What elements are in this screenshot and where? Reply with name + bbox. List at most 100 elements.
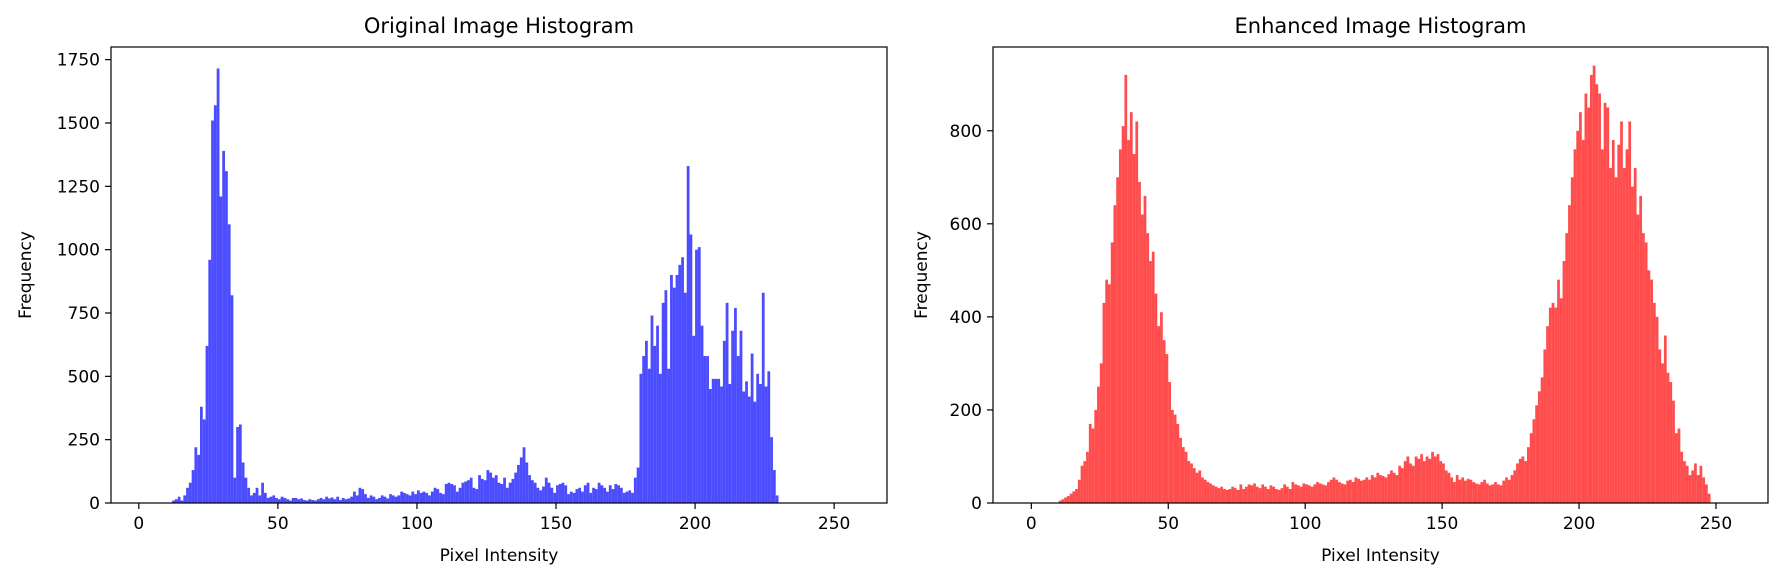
enhanced-bar xyxy=(1286,486,1289,503)
enhanced-y-tick-label: 600 xyxy=(950,215,982,235)
enhanced-bar xyxy=(1332,477,1336,503)
enhanced-x-tick-label: 150 xyxy=(1426,514,1458,534)
original-y-tick-label: 250 xyxy=(68,431,100,451)
original-y-tick-label: 1250 xyxy=(57,177,100,197)
enhanced-bar xyxy=(1702,477,1706,503)
original-bar xyxy=(355,495,359,503)
original-x-tick-label: 250 xyxy=(818,514,850,534)
enhanced-x-tick-label: 100 xyxy=(1289,514,1321,534)
original-bar xyxy=(711,378,715,503)
enhanced-bar xyxy=(1590,74,1593,504)
original-bar xyxy=(597,482,601,503)
original-bar xyxy=(453,485,456,503)
enhanced-bar xyxy=(1307,485,1311,503)
enhanced-bar xyxy=(1088,423,1092,503)
enhanced-bar xyxy=(1666,372,1670,503)
original-x-tick-label: 150 xyxy=(540,514,572,534)
enhanced-bar xyxy=(1403,461,1407,503)
enhanced-bar xyxy=(1266,489,1270,503)
original-bar xyxy=(172,500,175,503)
enhanced-bar xyxy=(1529,433,1533,503)
original-bar xyxy=(194,447,198,503)
enhanced-bar xyxy=(1603,102,1607,503)
enhanced-bar xyxy=(1674,433,1678,503)
enhanced-bar xyxy=(1450,477,1454,503)
original-bar xyxy=(177,496,181,503)
original-bar xyxy=(622,492,626,503)
enhanced-bar xyxy=(1214,486,1218,503)
original-bar xyxy=(697,247,701,503)
original-bar xyxy=(255,487,259,503)
enhanced-bar xyxy=(1559,298,1563,503)
original-bar xyxy=(575,489,579,503)
enhanced-bar xyxy=(1327,482,1330,503)
original-bar xyxy=(397,495,401,503)
chart-enhanced-histogram: 0 50 100 150 200 250 0 200 400 600 800 Enhanced Im… xyxy=(912,14,1769,566)
enhanced-bar xyxy=(1502,480,1506,503)
original-bar xyxy=(447,482,451,503)
original-y-tick-label: 1500 xyxy=(57,114,100,134)
original-bar xyxy=(483,480,487,503)
enhanced-bar xyxy=(1220,486,1224,503)
original-bar xyxy=(494,475,498,503)
original-bar xyxy=(658,373,662,503)
original-bar xyxy=(400,491,404,503)
original-bar xyxy=(208,259,212,503)
original-bar xyxy=(706,356,709,503)
original-bar xyxy=(486,470,490,503)
original-bar xyxy=(572,492,576,503)
original-bar xyxy=(200,406,203,503)
enhanced-bar xyxy=(1233,488,1237,503)
enhanced-bar xyxy=(1647,270,1651,503)
original-bar xyxy=(372,496,376,503)
original-x-tick-label: 50 xyxy=(267,514,289,534)
original-bar xyxy=(461,482,465,503)
original-bar xyxy=(180,500,184,503)
original-bar xyxy=(258,495,262,503)
enhanced-bar xyxy=(1488,485,1492,503)
original-bar xyxy=(275,497,278,503)
enhanced-x-tick-label: 200 xyxy=(1563,514,1595,534)
enhanced-bar xyxy=(1461,477,1465,503)
enhanced-bar xyxy=(1694,463,1697,503)
original-bar xyxy=(478,475,481,503)
enhanced-bar xyxy=(1108,284,1111,503)
enhanced-bar xyxy=(1168,382,1172,503)
enhanced-bar xyxy=(1064,497,1067,503)
original-bar xyxy=(294,497,298,503)
enhanced-bar xyxy=(1425,456,1429,503)
original-bar xyxy=(672,287,676,503)
enhanced-bar xyxy=(1499,485,1503,503)
enhanced-bar xyxy=(1507,479,1511,503)
original-bar xyxy=(514,472,518,503)
original-bar xyxy=(202,419,206,503)
enhanced-bar xyxy=(1581,140,1585,503)
enhanced-bar xyxy=(1118,149,1122,503)
original-bar xyxy=(728,383,732,503)
enhanced-bar xyxy=(1198,470,1202,503)
original-bar xyxy=(475,489,479,503)
original-bar xyxy=(302,499,306,503)
enhanced-bar xyxy=(1373,477,1377,503)
enhanced-bar xyxy=(1510,475,1514,503)
original-y-tick-label: 1750 xyxy=(57,51,100,71)
enhanced-bar xyxy=(1573,149,1577,503)
original-bar xyxy=(492,477,495,503)
original-bar xyxy=(325,496,328,503)
original-bar xyxy=(347,498,351,503)
enhanced-bar xyxy=(1485,483,1489,503)
enhanced-bar xyxy=(1587,107,1590,504)
original-bar xyxy=(308,499,312,503)
enhanced-bar xyxy=(1422,461,1426,503)
enhanced-bar xyxy=(1521,456,1525,503)
original-bar xyxy=(556,485,559,503)
original-bar xyxy=(511,478,515,503)
original-bar xyxy=(558,484,562,503)
original-bar xyxy=(761,292,765,503)
enhanced-bar xyxy=(1516,463,1519,503)
enhanced-bar xyxy=(1318,483,1322,503)
original-bar xyxy=(291,497,295,503)
enhanced-bar xyxy=(1157,326,1161,503)
enhanced-bar xyxy=(1381,476,1385,503)
enhanced-bar xyxy=(1439,461,1443,503)
